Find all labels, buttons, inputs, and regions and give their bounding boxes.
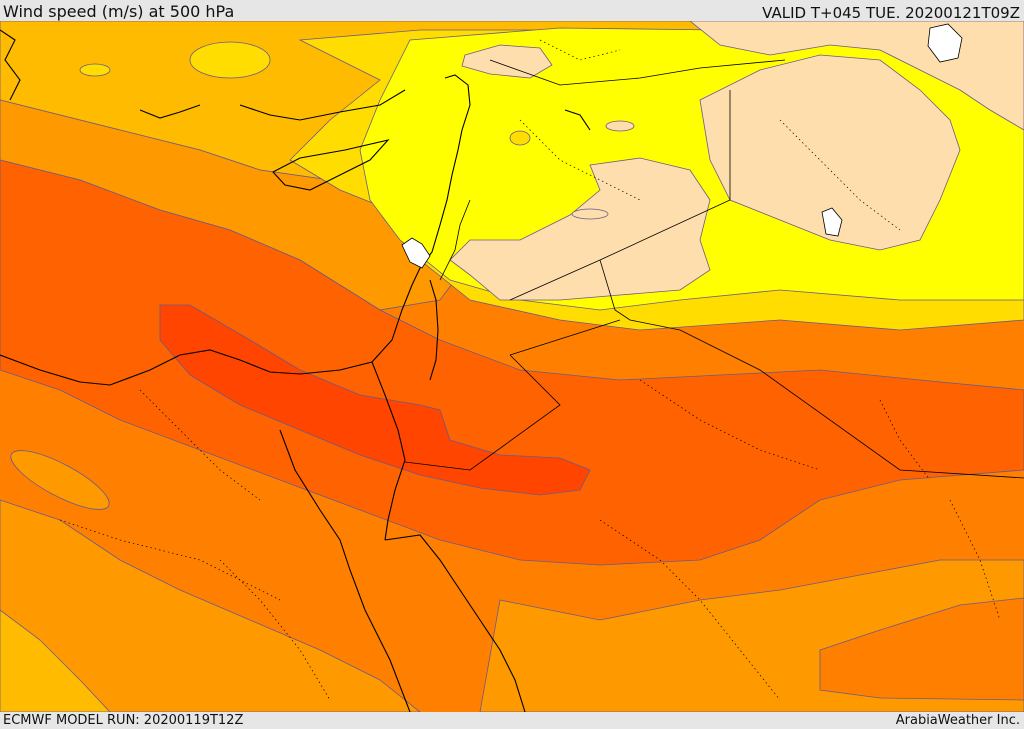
band-gold-spot — [509, 130, 531, 146]
band-pale-east — [699, 54, 961, 251]
map-title: Wind speed (m/s) at 500 hPa — [3, 2, 235, 21]
model-run: ECMWF MODEL RUN: 20200119T12Z — [3, 713, 244, 728]
band-light-orange-south — [0, 499, 421, 712]
band-dark-orange — [0, 159, 1024, 566]
band-pale-north — [461, 44, 553, 79]
band-red-orange-core — [159, 304, 591, 496]
band-gold-northwest-small — [79, 63, 111, 77]
band-pale-spot-2 — [571, 208, 609, 220]
band-amber-south — [0, 609, 111, 712]
map-canvas — [0, 21, 1024, 712]
valid-time: VALID T+045 TUE. 20200121T09Z — [762, 4, 1020, 22]
band-gold-northwest — [189, 41, 271, 79]
lake-east — [821, 207, 843, 237]
lake-north-east — [927, 23, 963, 63]
wind-speed-map — [0, 21, 1024, 712]
band-pale-spot — [605, 120, 635, 132]
band-pale-syria — [449, 157, 711, 301]
band-light-orange-spot — [10, 450, 110, 510]
footer-bar: ECMWF MODEL RUN: 20200119T12Z ArabiaWeat… — [0, 712, 1024, 729]
coastlines — [0, 29, 591, 712]
lake-galilee-area — [401, 237, 431, 269]
band-orange-south-east — [819, 597, 1024, 701]
credit: ArabiaWeather Inc. — [895, 713, 1020, 728]
title-bar: Wind speed (m/s) at 500 hPa VALID T+045 … — [0, 0, 1024, 22]
admin-borders — [59, 39, 1001, 701]
borders — [404, 59, 1024, 479]
